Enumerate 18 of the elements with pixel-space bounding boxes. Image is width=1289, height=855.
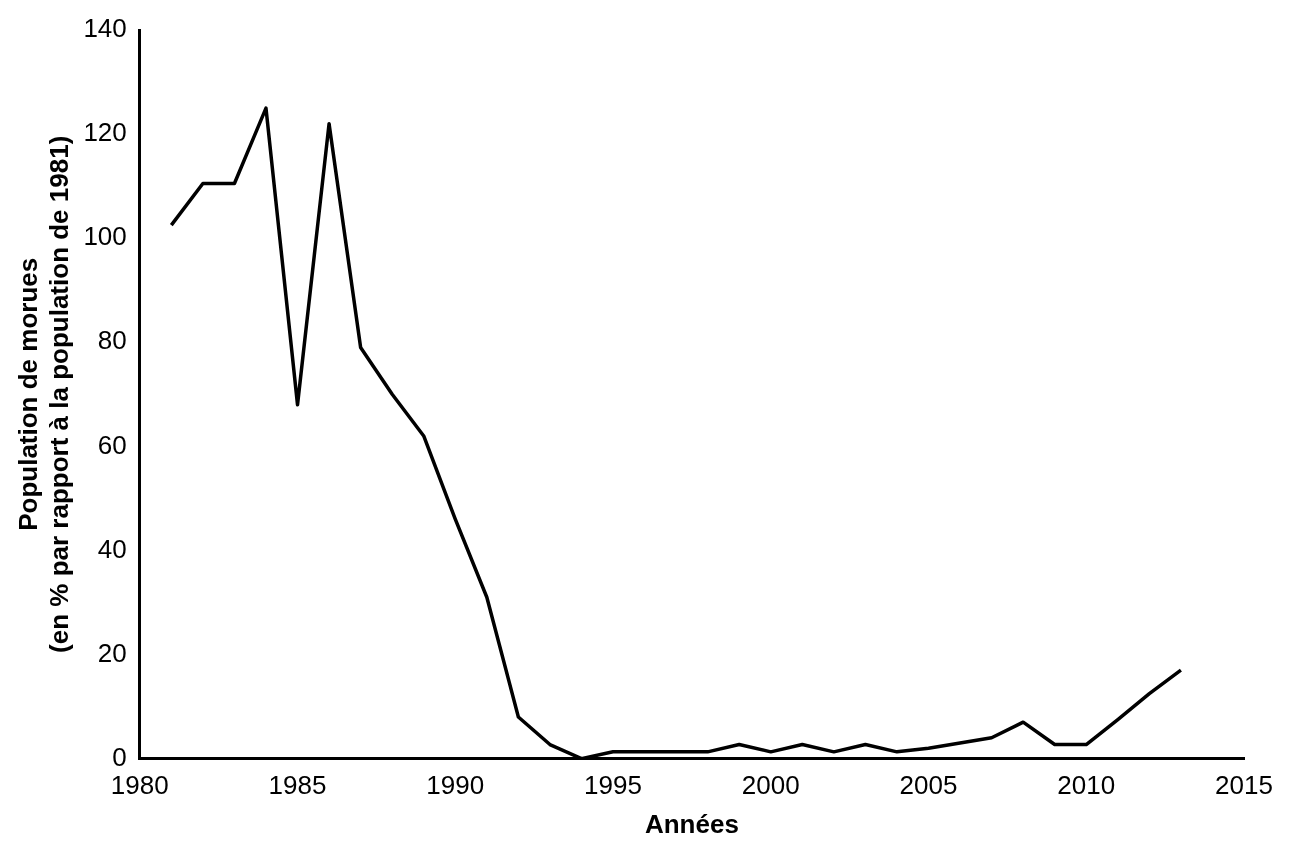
- y-tick-label: 60: [97, 429, 127, 460]
- y-tick-label: 100: [83, 221, 127, 252]
- y-tick-label: 0: [112, 741, 127, 772]
- x-tick-label: 1995: [584, 770, 642, 801]
- x-tick-label: 1985: [268, 770, 327, 801]
- y-tick-label: 40: [97, 533, 127, 564]
- y-tick-label: 140: [83, 13, 127, 44]
- x-tick-label: 2010: [1057, 770, 1116, 801]
- x-tick-label: 1980: [110, 770, 169, 801]
- x-tick-label: 1990: [426, 770, 485, 801]
- x-tick-label: 2015: [1215, 770, 1273, 801]
- y-tick-label: 120: [83, 117, 127, 148]
- y-axis-title: Population de morues (en % par rapport à la population de 1981): [12, 135, 74, 653]
- x-tick-label: 2000: [741, 770, 800, 801]
- y-tick-label: 20: [97, 637, 127, 668]
- x-tick-label: 2005: [899, 770, 958, 801]
- y-tick-label: 80: [97, 325, 127, 356]
- x-axis-title: Années: [644, 808, 739, 839]
